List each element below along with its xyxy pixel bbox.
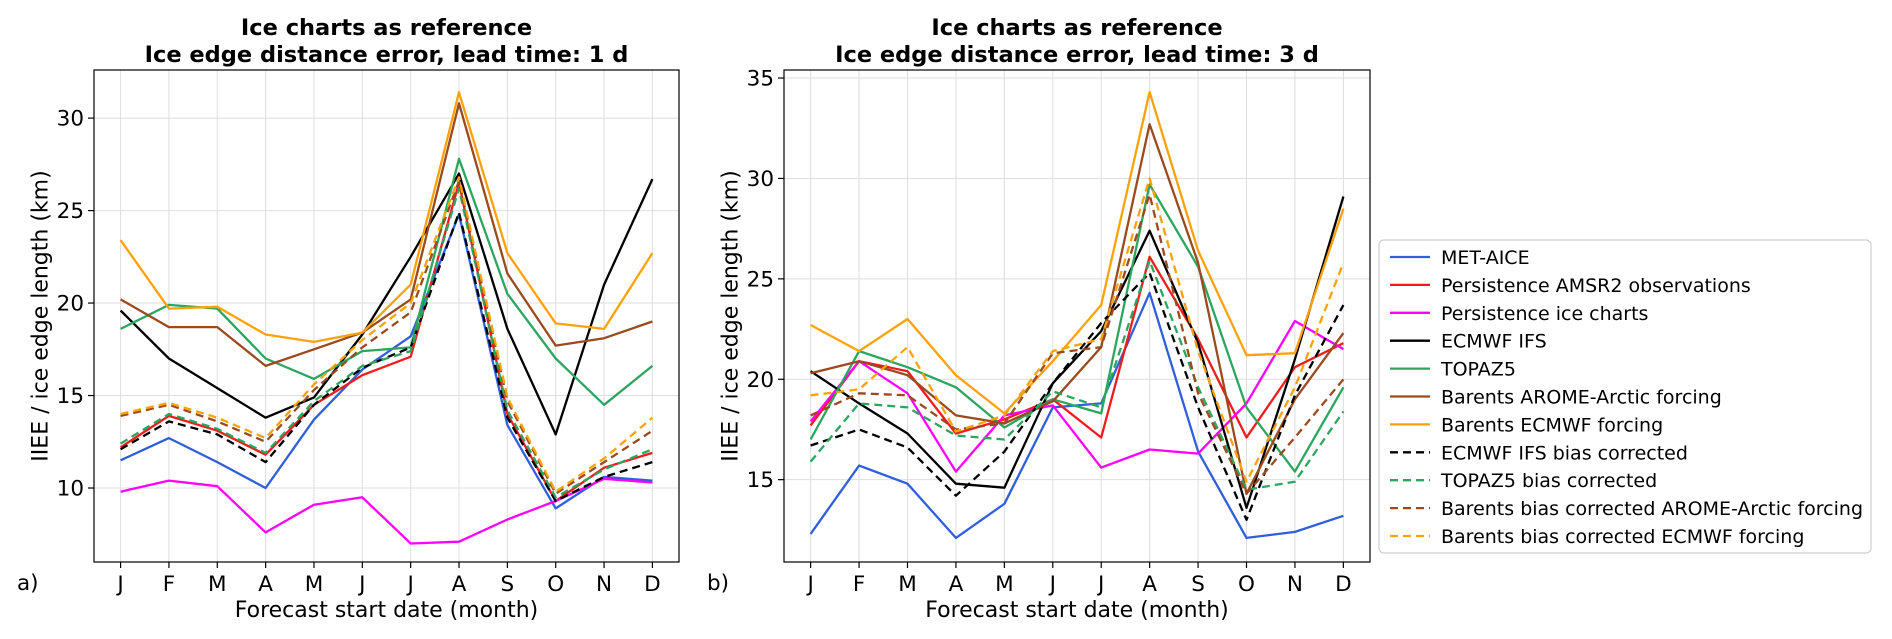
x-tick-label: A <box>949 572 964 597</box>
y-tick-label: 25 <box>57 199 84 224</box>
x-tick-label: M <box>995 572 1014 597</box>
chart-a-panel-label: a) <box>17 571 39 596</box>
series-line-persistence-ice-charts <box>809 319 1344 473</box>
y-tick-label: 15 <box>57 384 84 409</box>
axes-frame <box>93 69 680 563</box>
legend-box <box>1378 239 1872 554</box>
x-tick-label: M <box>305 572 324 597</box>
x-tick-label: J <box>406 572 414 597</box>
chart-a-x-axis-label: Forecast start date (month) <box>235 598 539 623</box>
x-tick-label: A <box>1142 572 1157 597</box>
chart-a-subtitle: Ice edge distance error, lead time: 1 d <box>145 42 629 68</box>
chart-b-x-axis-label: Forecast start date (month) <box>925 598 1229 623</box>
x-tick-label: O <box>1238 572 1255 597</box>
x-tick-label: F <box>853 572 865 597</box>
y-tick-label: 25 <box>747 267 774 292</box>
legend-entry-ecmwf-ifs: ECMWF IFS <box>1390 331 1547 353</box>
legend-entry-persistence-amsr2-observations: Persistence AMSR2 observations <box>1390 275 1751 297</box>
x-tick-label: J <box>805 572 813 597</box>
series-line-topaz5 <box>809 183 1345 473</box>
series-line-barents-bias-corrected-arome-arctic-forcing <box>120 179 654 495</box>
x-tick-label: D <box>644 572 661 597</box>
series-line-barents-arome-arctic-forcing <box>810 123 1345 495</box>
series-line-met-aice <box>120 213 653 510</box>
chart-b-y-axis-label: IIEE / ice edge length (km) <box>719 170 744 461</box>
legend-label: Barents bias corrected ECMWF forcing <box>1441 526 1804 548</box>
legend-label: MET-AICE <box>1441 247 1530 269</box>
x-tick-label: F <box>163 572 175 597</box>
legend-entry-barents-bias-corrected-arome-arctic-forcing: Barents bias corrected AROME-Arctic forc… <box>1390 498 1863 520</box>
legend-entry-topaz5-bias-corrected: TOPAZ5 bias corrected <box>1390 470 1657 492</box>
legend-entry-topaz5: TOPAZ5 <box>1390 359 1516 381</box>
x-tick-label: S <box>501 572 515 597</box>
legend-label: TOPAZ5 bias corrected <box>1440 470 1657 492</box>
legend-entry-barents-arome-arctic-forcing: Barents AROME-Arctic forcing <box>1390 387 1722 409</box>
legend-entry-barents-ecmwf-forcing: Barents ECMWF forcing <box>1390 414 1663 436</box>
axes-frame <box>783 69 1371 563</box>
chart-a-title: Ice charts as reference <box>241 15 532 41</box>
legend-label: Persistence ice charts <box>1441 303 1648 325</box>
x-tick-label: J <box>357 572 365 597</box>
y-tick-label: 30 <box>747 167 774 192</box>
y-tick-label: 35 <box>747 67 774 92</box>
legend-label: TOPAZ5 <box>1440 359 1516 381</box>
series-line-ecmwf-ifs-bias-corrected <box>810 271 1345 521</box>
series-line-ecmwf-ifs <box>119 172 654 436</box>
chart-panel-a: 10 15 20 25 30 J F M A M J J A S O N D <box>57 69 680 597</box>
series-line-topaz5-bias-corrected <box>809 259 1345 491</box>
y-tick-label: 30 <box>57 107 84 132</box>
legend-label: Barents ECMWF forcing <box>1441 414 1663 436</box>
series-line-barents-bias-corrected-ecmwf-forcing <box>810 177 1345 483</box>
x-tick-label: M <box>898 572 917 597</box>
legend-label: Persistence AMSR2 observations <box>1441 275 1751 297</box>
series-line-barents-ecmwf-forcing <box>810 90 1345 415</box>
x-tick-label: N <box>1287 572 1303 597</box>
chart-a-y-axis-label: IIEE / ice edge length (km) <box>29 170 54 461</box>
x-tick-label: A <box>452 572 467 597</box>
x-tick-label: J <box>115 572 123 597</box>
legend-label: ECMWF IFS bias corrected <box>1441 442 1688 464</box>
y-tick-label: 15 <box>747 468 774 493</box>
legend-entry-barents-bias-corrected-ecmwf-forcing: Barents bias corrected ECMWF forcing <box>1390 526 1804 548</box>
y-tick-label: 10 <box>57 477 84 502</box>
chart-b-panel-label: b) <box>707 571 729 596</box>
legend-label: Barents bias corrected AROME-Arctic forc… <box>1441 498 1863 520</box>
x-tick-label: N <box>596 572 612 597</box>
legend-entry-persistence-ice-charts: Persistence ice charts <box>1390 303 1648 325</box>
series-line-persistence-amsr2-observations <box>809 255 1344 439</box>
series-line-barents-ecmwf-forcing <box>119 91 654 344</box>
legend-label: Barents AROME-Arctic forcing <box>1441 387 1722 409</box>
series-line-barents-bias-corrected-arome-arctic-forcing <box>810 193 1345 495</box>
series-line-ecmwf-ifs-bias-corrected <box>120 211 653 503</box>
x-tick-label: A <box>258 572 273 597</box>
legend-entry-met-aice: MET-AICE <box>1390 247 1530 269</box>
chart-b-title: Ice charts as reference <box>931 15 1222 41</box>
plot-area <box>784 70 1370 562</box>
series-line-barents-arome-arctic-forcing <box>120 102 653 368</box>
y-tick-label: 20 <box>57 292 84 317</box>
legend-label: ECMWF IFS <box>1441 331 1547 353</box>
x-tick-label: J <box>1048 572 1056 597</box>
x-tick-label: S <box>1191 572 1205 597</box>
x-tick-label: D <box>1335 572 1352 597</box>
y-tick-label: 20 <box>747 368 774 393</box>
series-line-barents-bias-corrected-ecmwf-forcing <box>120 176 654 493</box>
legend: MET-AICE Persistence AMSR2 observations Pe… <box>1378 239 1872 554</box>
x-tick-label: M <box>208 572 227 597</box>
x-tick-label: J <box>1096 572 1104 597</box>
series-line-persistence-amsr2-observations <box>119 181 653 503</box>
legend-entry-ecmwf-ifs-bias-corrected: ECMWF IFS bias corrected <box>1390 442 1688 464</box>
chart-b-subtitle: Ice edge distance error, lead time: 3 d <box>835 42 1319 68</box>
chart-panel-b: 15 20 25 30 35 J F M A M J J A S O N D <box>747 67 1371 597</box>
series-line-topaz5-bias-corrected <box>119 187 653 499</box>
x-tick-label: O <box>547 572 564 597</box>
